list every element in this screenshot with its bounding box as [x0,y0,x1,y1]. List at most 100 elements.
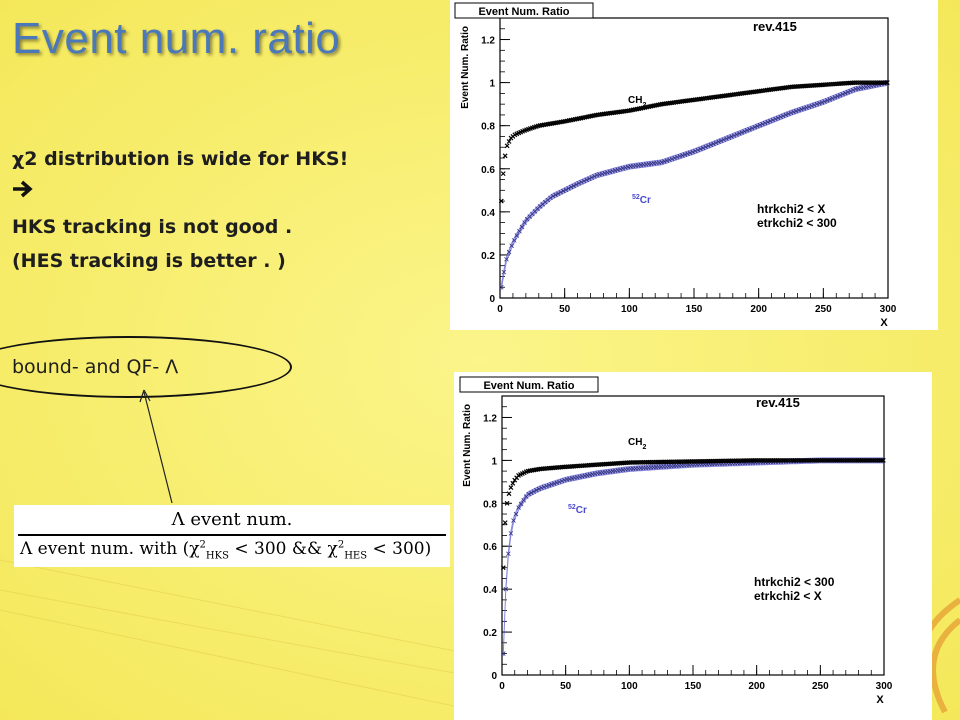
cr52-point [747,127,752,132]
cr52-point [682,152,688,157]
cr52-point [500,651,506,656]
cr52-point [589,175,595,180]
x-axis-label: X [880,317,888,329]
cr52-point [509,243,514,249]
cr52-point [698,146,703,152]
cr52-point [562,477,567,483]
cr52-point [757,122,763,128]
cr52-point [729,134,734,139]
cr52-point [783,112,789,118]
formula-sub-hks: HKS [205,550,229,562]
cr52-point [835,94,840,99]
bullet-hes-tracking: (HES tracking is better . ) [12,250,286,272]
ch2-point [506,139,512,144]
bullet-chi2-wide: χ2 distribution is wide for HKS! [12,148,349,170]
ratio-formula: Λ event num. Λ event num. with (χ2HKS < … [14,505,450,567]
chart-title-box [454,2,594,19]
cr52-point [674,154,680,160]
cr52-point [539,485,544,491]
cr52-point [786,111,791,117]
cr52-point [607,169,613,175]
cr52-point [731,133,737,138]
cr52-point [677,153,683,159]
cr52-point [724,136,729,141]
cr52-point [513,511,519,517]
cr52-point [574,182,579,187]
cr52-point [762,120,768,126]
cr52-point [806,104,812,110]
cr52-point [517,228,522,234]
cr52-point [824,98,830,103]
chart-title: Event Num. Ratio [483,380,574,392]
series-label-ch2: CH2 [628,437,646,451]
cr52-point [848,88,853,94]
cr52-point [558,189,564,195]
cr52-point [739,130,745,135]
series-label-cr52-base: Cr [640,195,651,206]
cr52-point [765,119,771,125]
cr52-point [700,145,706,151]
x-tick-label: 300 [876,681,893,692]
ch2-point [500,565,506,571]
cr52-point [597,172,602,177]
cr52-point [801,106,807,111]
chart-svg-bottom: Event Num. Ratio rev.415 0 0.2 0.4 0.6 0.8 1 1.2… [459,376,893,706]
formula-sup-hks: 2 [199,539,206,551]
cr52-point [726,135,732,140]
y-tick-label: 1.2 [483,413,497,424]
formula-sub-hes: HES [344,550,368,562]
y-tick-label: 0.2 [483,628,497,639]
cr52-point [534,487,539,493]
cr52-point [672,155,677,161]
cr52-point [549,482,554,487]
cr52-error-band [502,457,884,657]
cr52-point [669,156,675,162]
ch2-point [502,520,508,526]
x-tick-label: 150 [686,304,703,315]
chart-htrkchi2: Event Num. Ratio rev.415 0 0.2 0.4 0.6 0.8 1 1.2… [450,0,938,330]
series-label-ch2-base: CH [628,437,642,448]
x-tick-label: 200 [750,304,767,315]
y-tick-label: 0.4 [481,208,495,219]
cr52-point [664,158,670,163]
cr52-point [548,195,553,201]
x-tick-label: 0 [497,304,503,315]
cr52-point [742,129,747,134]
y-tick-label: 0.4 [483,585,497,596]
cr52-point [612,168,618,173]
cr52-point [791,109,796,115]
cr52-point [605,170,610,175]
cr52-point [721,137,727,142]
cr52-point [615,167,620,172]
cr52-point [840,91,846,97]
cut-label: htrkchi2 < X [757,202,825,216]
cr52-point [814,101,820,107]
cr52-point [544,483,549,489]
cr52-point [559,478,565,484]
cr52-point [775,115,781,121]
x-tick-label: 100 [621,681,638,692]
cr52-point [541,484,547,490]
cr52-point [804,105,809,110]
cr52-point [519,224,525,230]
cr52-point [827,97,833,102]
cr52-point [550,193,556,199]
cr52-point [511,518,516,523]
y-tick-label: 0.2 [481,251,495,262]
formula-sup-hes: 2 [337,539,345,551]
cr52-point [770,117,776,123]
cr52-point [843,90,848,96]
cr52-point [553,192,558,198]
formula-den-prefix: Λ event num. with (χ [20,539,200,559]
cr52-point [768,118,773,124]
cr52-point [734,132,739,137]
cr52-point [752,124,758,130]
cr52-point [526,491,532,497]
cut-label: htrkchi2 < 300 [754,575,835,589]
cr52-point [796,107,802,113]
cr52-point [713,140,719,146]
cr52-point [514,233,520,238]
x-tick-label: 50 [559,304,571,315]
y-tick-label: 0.6 [483,542,497,553]
ch2-point [500,171,506,177]
